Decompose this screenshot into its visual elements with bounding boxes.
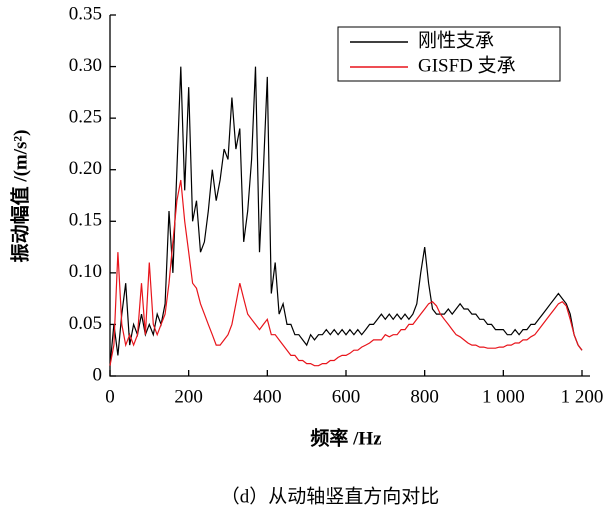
x-tick-label: 1 200: [561, 386, 604, 407]
x-tick-label: 1 000: [482, 386, 525, 407]
y-tick-label: 0: [93, 364, 103, 385]
y-tick-label: 0.20: [69, 158, 102, 179]
x-axis-label: 频率 /Hz: [310, 426, 382, 449]
legend-label: GISFD 支承: [418, 54, 516, 76]
y-axis-label: 振动幅值 /(m/s²): [8, 130, 31, 263]
y-tick-label: 0.30: [69, 55, 102, 76]
legend-box: [337, 26, 561, 82]
x-tick-label: 800: [410, 386, 439, 407]
legend-label: 刚性支承: [418, 29, 494, 51]
y-tick-label: 0.15: [69, 210, 102, 231]
x-tick-label: 600: [332, 386, 361, 407]
y-tick-label: 0.35: [69, 3, 102, 24]
x-tick-label: 0: [105, 386, 115, 407]
y-tick-label: 0.25: [69, 107, 102, 128]
y-tick-label: 0.05: [69, 313, 102, 334]
y-tick-label: 0.10: [69, 261, 102, 282]
x-tick-label: 200: [174, 386, 203, 407]
series-line: [109, 179, 583, 367]
caption: （d）从动轴竖直方向对比: [221, 485, 440, 507]
series-line: [109, 66, 583, 366]
x-tick-label: 400: [253, 386, 282, 407]
